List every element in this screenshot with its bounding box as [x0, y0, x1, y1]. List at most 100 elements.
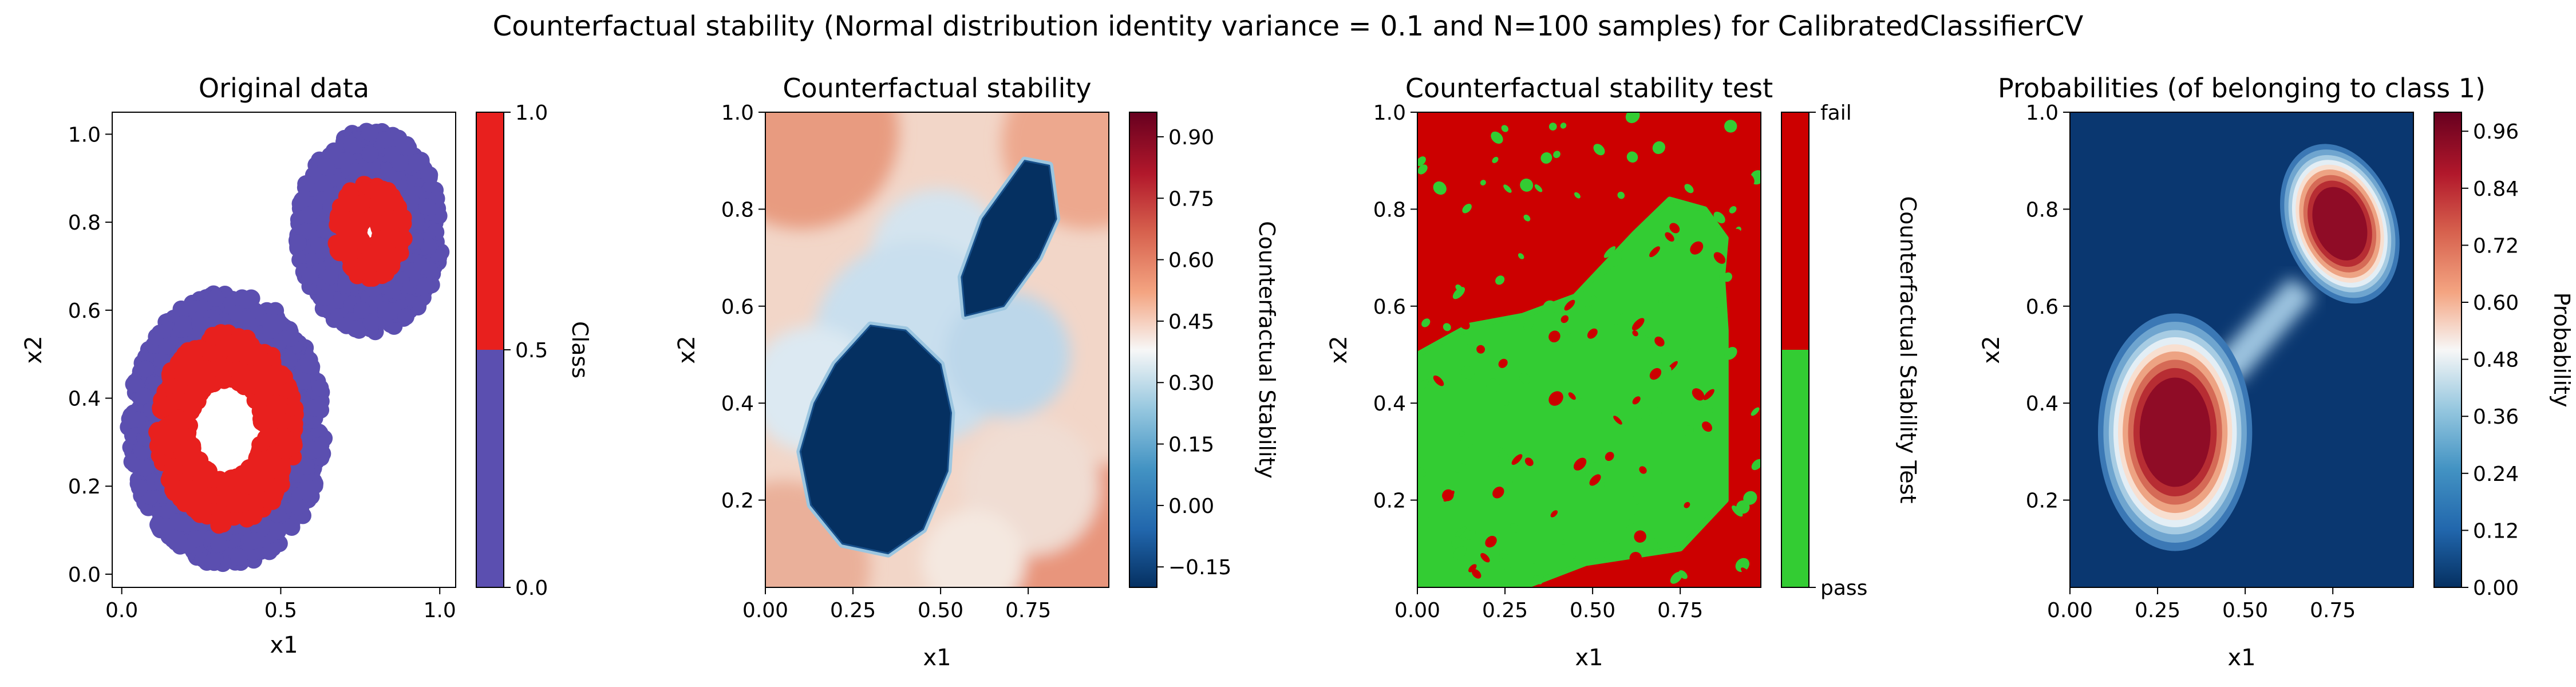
probability-contour	[2312, 187, 2368, 260]
test-speckle	[1499, 550, 1508, 559]
test-speckle	[1563, 206, 1574, 217]
colorbar-tick-label: 0.60	[2473, 291, 2519, 315]
scatter-point	[286, 415, 303, 433]
scatter-point	[353, 302, 370, 319]
stable-region	[799, 325, 952, 555]
test-speckle	[1530, 563, 1537, 570]
test-speckle	[1518, 253, 1524, 259]
test-speckle	[1684, 184, 1694, 194]
scatter-point	[259, 465, 277, 483]
panel-2-title: Counterfactual stability	[783, 73, 1091, 104]
scatter-point	[376, 131, 394, 149]
colorbar-tick-label: 0.00	[2473, 577, 2519, 600]
test-speckle	[1560, 123, 1567, 129]
test-speckle	[1658, 366, 1672, 379]
test-speckle	[1468, 564, 1477, 572]
scatter-point	[289, 498, 306, 515]
scatter-point	[231, 548, 248, 566]
test-speckle	[1734, 433, 1748, 447]
panel-2-ylabel: x2	[674, 335, 700, 364]
scatter-point	[248, 450, 266, 468]
scatter-point	[349, 209, 367, 227]
scatter-point	[317, 157, 335, 175]
panel-3-ylabel: x2	[1326, 335, 1352, 364]
test-speckle	[1433, 181, 1447, 195]
scatter-point	[403, 195, 421, 212]
scatter-point	[167, 480, 185, 498]
scatter-point	[300, 206, 318, 224]
y-tick-label: 0.0	[68, 563, 101, 587]
scatter-point	[301, 357, 318, 374]
scatter-point	[362, 313, 380, 331]
panel-2-colorbar: −0.15 0.00 0.15 0.30 0.45 0.60 0.75 0.90	[1129, 112, 1231, 588]
test-speckle	[1665, 232, 1674, 242]
scatter-point	[246, 532, 263, 550]
colorbar-tick-label: 0.00	[1168, 495, 1214, 518]
scatter-point	[240, 347, 258, 365]
panel-2-ticks: 0.00 0.25 0.50 0.75 0.2 0.4 0.6 0.8 1.0	[721, 101, 1052, 622]
panel-1-colorbar-label: Class	[567, 321, 592, 378]
test-speckle	[1471, 569, 1481, 579]
scatter-point	[165, 458, 183, 476]
panel-3-colorbar-label: Counterfactual Stability Test	[1895, 196, 1921, 504]
test-speckle	[1571, 398, 1583, 410]
panel-1-title: Original data	[199, 73, 369, 104]
scatter-point	[270, 477, 288, 495]
test-speckle	[1461, 366, 1475, 380]
scatter-point	[259, 365, 276, 382]
test-speckle	[1432, 302, 1439, 309]
colorbar-segment-class-0	[476, 350, 504, 587]
panel-2-colorbar-label: Counterfactual Stability	[1254, 221, 1279, 479]
colorbar-tick-label: −0.15	[1168, 556, 1231, 579]
scatter-point	[174, 315, 192, 333]
y-tick-label: 0.6	[721, 295, 754, 319]
test-speckle	[1548, 330, 1560, 343]
scatter-point	[180, 483, 198, 500]
test-speckle	[1587, 328, 1598, 339]
test-speckle	[1751, 407, 1760, 416]
test-speckle	[1543, 300, 1557, 315]
scatter-point	[133, 443, 151, 460]
y-tick-label: 0.2	[68, 475, 101, 499]
scatter-point	[169, 409, 187, 427]
scatter-point	[191, 506, 209, 523]
scatter-point	[185, 458, 203, 476]
colorbar-tick-label: 0.5	[515, 339, 548, 362]
test-speckle	[1743, 491, 1757, 505]
test-speckle	[1732, 505, 1743, 517]
test-speckle	[1645, 538, 1658, 551]
test-speckle	[1626, 151, 1638, 163]
test-speckle	[1603, 246, 1616, 258]
panel-probabilities: Probabilities (of belonging to class 1) …	[1978, 73, 2574, 671]
test-speckle	[1608, 253, 1622, 267]
test-speckle	[1557, 223, 1568, 234]
x-tick-label: 0.00	[2047, 599, 2093, 622]
scatter-point	[238, 291, 255, 309]
scatter-point	[391, 154, 409, 172]
colorbar-gradient	[1129, 112, 1157, 588]
test-speckle	[1631, 318, 1645, 331]
test-speckle	[1423, 510, 1431, 518]
scatter-point	[282, 329, 299, 347]
test-speckle	[1417, 156, 1426, 167]
panel-4-ticks: 0.00 0.25 0.50 0.75 0.2 0.4 0.6 0.8 1.0	[2026, 101, 2356, 622]
colorbar-tick-label: 0.90	[1168, 126, 1214, 149]
test-speckle	[1564, 299, 1575, 311]
test-speckle	[1682, 206, 1692, 216]
stable-region	[961, 160, 1057, 317]
panel-4-xlabel: x1	[2227, 645, 2255, 671]
panel-3-title: Counterfactual stability test	[1405, 73, 1773, 104]
test-speckle	[1631, 410, 1642, 421]
scatter-point	[308, 441, 326, 459]
test-speckle	[1480, 180, 1486, 186]
test-speckle	[1632, 330, 1638, 337]
y-tick-label: 0.8	[2026, 198, 2059, 222]
scatter-point	[346, 320, 364, 338]
test-speckle	[1567, 333, 1578, 344]
x-tick-label: 0.25	[1482, 599, 1528, 622]
colorbar-tick-label: 0.36	[2473, 405, 2519, 429]
panel-counterfactual-stability: Counterfactual stability 0.00 0.25 0.50 0.7…	[674, 73, 1279, 671]
test-speckle	[1649, 368, 1662, 380]
panel-1-xlabel: x1	[270, 632, 298, 658]
